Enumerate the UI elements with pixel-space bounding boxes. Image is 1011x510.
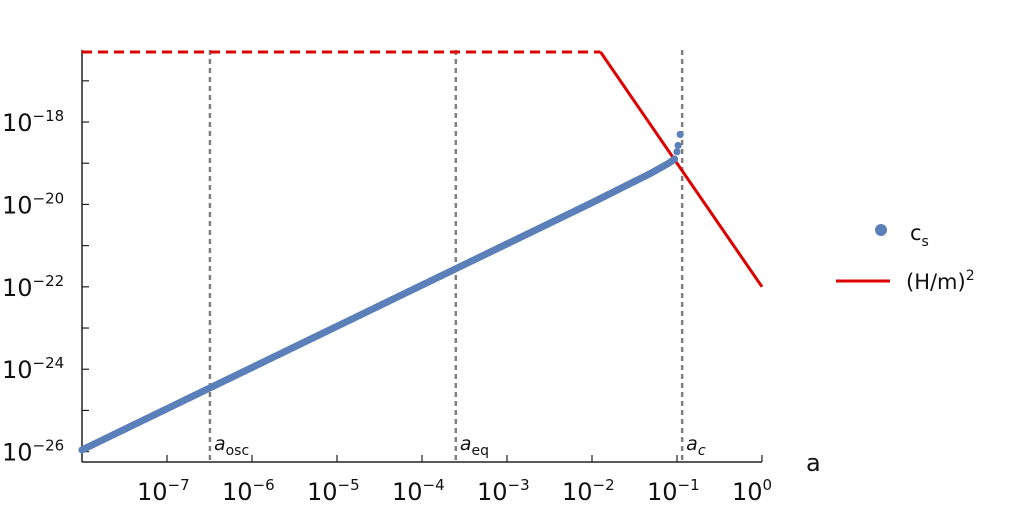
y-tick-label: 10−26 (2, 437, 64, 467)
x-axis-label: a (806, 449, 821, 477)
vline-label: aosc (214, 433, 249, 459)
cs-point (674, 141, 682, 150)
y-tick-label: 10−18 (2, 107, 64, 137)
cs-point (676, 130, 684, 139)
x-tick-label: 10−6 (222, 476, 275, 506)
hm2-line (599, 51, 764, 288)
y-tick-label: 10−22 (2, 272, 64, 302)
vline-label: aeq (460, 433, 489, 459)
vline-label: ac (686, 433, 706, 459)
legend-cs-marker (875, 224, 887, 236)
x-tick-label: 10−2 (562, 476, 615, 506)
legend-cs-label: cs (910, 221, 929, 250)
x-tick-label: 100 (732, 476, 772, 506)
x-tick-label: 10−4 (392, 476, 445, 506)
x-tick-label: 10−3 (477, 476, 530, 506)
x-tick-label: 10−1 (647, 476, 700, 506)
legend-hm2-label: (H/m)2 (906, 268, 975, 294)
x-tick-label: 10−5 (307, 476, 360, 506)
cs-point (670, 155, 679, 163)
y-tick-label: 10−20 (2, 189, 64, 219)
x-tick-label: 10−7 (137, 476, 190, 506)
cs-point (673, 148, 681, 156)
y-tick-label: 10−24 (2, 354, 64, 384)
